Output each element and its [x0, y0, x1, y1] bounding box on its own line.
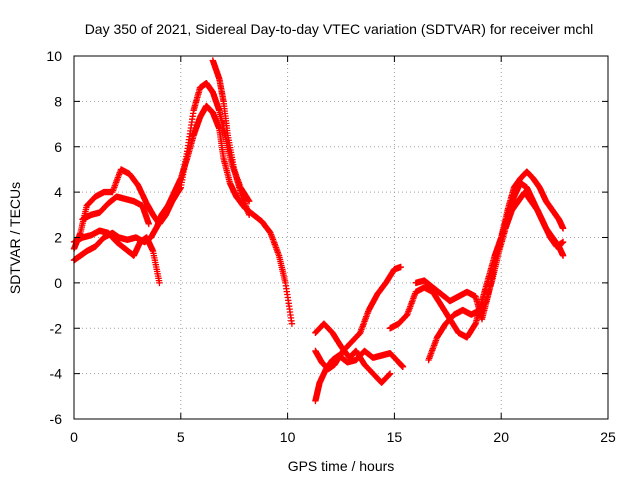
chart-title: Day 350 of 2021, Sidereal Day-to-day VTE…	[85, 21, 594, 37]
x-tick-label: 10	[280, 429, 296, 445]
series-track-7	[312, 263, 404, 373]
x-tick-label: 15	[387, 429, 403, 445]
series-track-11	[425, 188, 567, 364]
y-tick-label: 4	[54, 184, 62, 200]
y-tick-label: -4	[50, 366, 63, 382]
y-tick-label: 10	[46, 48, 62, 64]
y-tick-label: -6	[50, 411, 63, 427]
y-tick-label: 0	[54, 275, 62, 291]
axis-ticks: 0 5 10 15 20 25 -6 -4 -2 0 2 4 6 8 10	[46, 48, 616, 445]
data-markers	[70, 57, 567, 405]
x-tick-label: 20	[493, 429, 509, 445]
series-track-9	[386, 179, 567, 341]
series-track-4	[79, 193, 152, 228]
x-tick-label: 25	[600, 429, 616, 445]
y-tick-label: -2	[50, 320, 63, 336]
y-tick-label: 2	[54, 230, 62, 246]
data-point-markers	[386, 179, 567, 341]
data-point-markers	[209, 57, 253, 218]
data-point-markers	[425, 188, 567, 364]
y-tick-label: 6	[54, 139, 62, 155]
series-track-8	[312, 320, 394, 386]
x-tick-label: 5	[177, 429, 185, 445]
x-axis-label: GPS time / hours	[288, 458, 395, 474]
series-track-1	[70, 102, 296, 327]
x-tick-label: 0	[70, 429, 78, 445]
y-tick-label: 8	[54, 93, 62, 109]
data-point-markers	[79, 193, 152, 228]
data-point-markers	[70, 102, 296, 327]
data-point-markers	[312, 263, 404, 373]
y-axis-label: SDTVAR / TECUs	[7, 182, 23, 294]
grid	[74, 56, 608, 419]
data-point-markers	[312, 320, 394, 386]
series-track-5	[209, 57, 253, 218]
